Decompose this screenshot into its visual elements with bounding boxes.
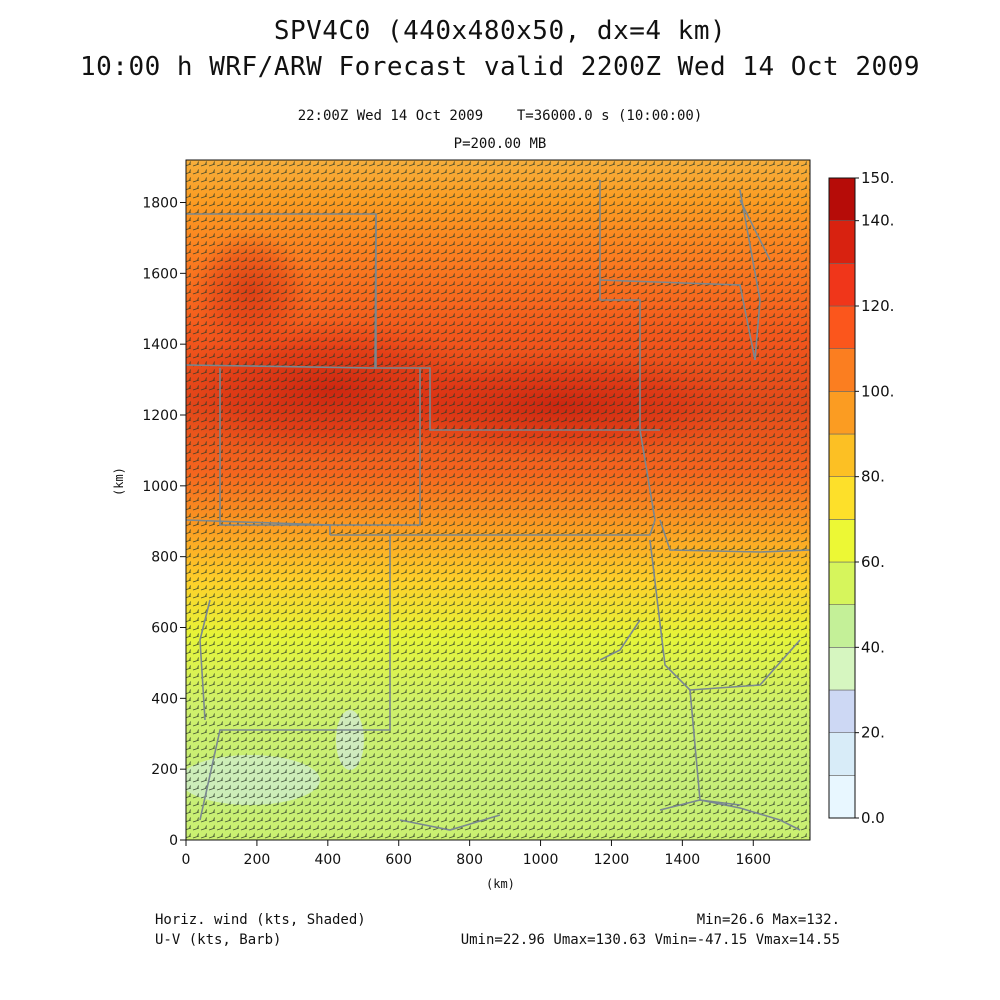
state-borders (186, 180, 810, 831)
colorbar-swatch (828, 519, 856, 563)
x-tick-label: 1200 (594, 852, 630, 868)
y-tick-label: 1000 (142, 479, 178, 495)
valid-time: 22:00Z Wed 14 Oct 2009 (297, 108, 484, 124)
y-tick-label: 400 (151, 691, 178, 707)
x-axis-unit: (km) (486, 877, 515, 891)
y-tick-label: 600 (151, 621, 178, 637)
y-axis: 0 200 400 600 800 1000 1200 1400 1600 1800 (142, 196, 186, 849)
y-tick-label: 0 (169, 833, 178, 849)
x-tick-label: 400 (314, 852, 341, 868)
pressure-level: P=200.00 MB (453, 136, 547, 152)
colorbar-label: 20. (861, 724, 885, 742)
footer-uv-stats: Umin=22.96 Umax=130.63 Vmin=-47.15 Vmax=… (460, 932, 840, 948)
colorbar-label: 40. (861, 638, 885, 656)
colorbar-swatch (828, 433, 856, 477)
title-line-2: 10:00 h WRF/ARW Forecast valid 2200Z Wed… (80, 52, 920, 82)
colorbar-swatch (828, 604, 856, 648)
title-line-1: SPV4C0 (440x480x50, dx=4 km) (273, 16, 727, 46)
x-tick-label: 800 (456, 852, 483, 868)
y-tick-label: 1800 (142, 196, 178, 212)
colorbar-label: 80. (861, 468, 885, 486)
colorbar-swatch (828, 732, 856, 776)
colorbar-swatch (828, 647, 856, 691)
plot-frame (185, 159, 811, 841)
colorbar-swatch (828, 561, 856, 605)
y-tick-label: 1400 (142, 337, 178, 353)
x-tick-label: 1400 (665, 852, 701, 868)
colorbar: 150. 140. 120. 100. 80. 60. 40. 20. 0.0 (828, 169, 894, 827)
colorbar-swatch (828, 305, 856, 349)
colorbar-frame (828, 177, 856, 819)
x-tick-label: 1000 (523, 852, 559, 868)
footer-field-shaded: Horiz. wind (kts, Shaded) (155, 912, 366, 928)
colorbar-swatch (828, 220, 856, 264)
footer-field-barb: U-V (kts, Barb) (155, 932, 282, 948)
colorbar-swatch (828, 391, 856, 435)
colorbar-label: 60. (861, 553, 885, 571)
x-tick-label: 1600 (735, 852, 771, 868)
colorbar-label: 0.0 (861, 809, 885, 827)
colorbar-label: 140. (861, 212, 894, 230)
y-axis-unit: (km) (112, 467, 126, 496)
colorbar-swatch (828, 348, 856, 392)
colorbar-label: 100. (861, 382, 894, 400)
y-tick-label: 800 (151, 550, 178, 566)
sim-time: T=36000.0 s (10:00:00) (516, 108, 703, 124)
y-tick-label: 1600 (142, 266, 178, 282)
x-tick-label: 600 (385, 852, 412, 868)
colorbar-label: 150. (861, 169, 894, 187)
colorbar-swatch (828, 263, 856, 307)
x-axis: 0 200 400 600 800 1000 1200 1400 1600 (182, 840, 771, 868)
colorbar-swatch (828, 775, 856, 819)
shaded-wind-field (186, 160, 810, 840)
colorbar-swatch (828, 476, 856, 520)
y-tick-label: 200 (151, 762, 178, 778)
y-tick-label: 1200 (142, 408, 178, 424)
subtitle-valid-time: 22:00Z Wed 14 Oct 2009 T=36000.0 s (10:0… (0, 108, 1000, 124)
x-tick-label: 200 (244, 852, 271, 868)
x-tick-label: 0 (182, 852, 191, 868)
colorbar-swatch (828, 177, 856, 221)
footer-minmax: Min=26.6 Max=132. (696, 912, 840, 928)
colorbar-label: 120. (861, 297, 894, 315)
colorbar-swatch (828, 689, 856, 733)
